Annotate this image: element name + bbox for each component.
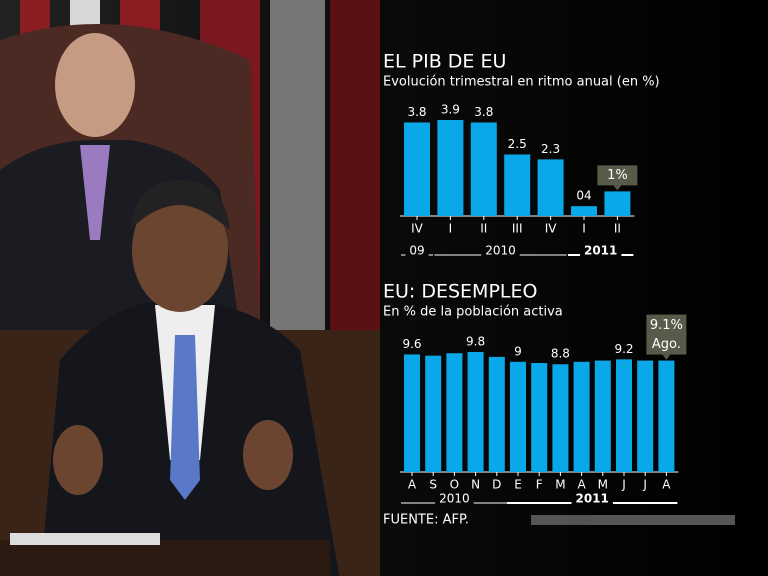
x-tick-label: D — [492, 478, 501, 492]
highlight-pointer — [613, 185, 622, 191]
bar — [488, 356, 505, 472]
x-tick-label: M — [598, 478, 608, 492]
footer-bar — [531, 515, 735, 525]
bar — [404, 354, 420, 472]
bar — [437, 120, 464, 216]
value-label: 3.8 — [474, 105, 493, 119]
bar — [504, 154, 531, 216]
bar — [616, 359, 632, 472]
value-label: 9.6 — [402, 337, 421, 351]
bar — [658, 360, 675, 472]
x-tick-label: J — [642, 478, 647, 492]
bar — [425, 355, 442, 472]
x-tick-label: II — [480, 222, 487, 236]
bar — [571, 206, 597, 216]
source: FUENTE: AFP. — [383, 513, 469, 528]
group-label: 2010 — [485, 244, 516, 258]
bar — [470, 122, 497, 216]
x-tick-label: IV — [411, 222, 424, 236]
bar — [446, 353, 463, 472]
value-label: 1% — [607, 168, 628, 183]
x-tick-label: IV — [545, 222, 558, 236]
value-label: 9.2 — [614, 342, 633, 356]
chart-title: EU: DESEMPLEO — [383, 281, 537, 303]
x-tick-label: A — [408, 478, 417, 492]
bar — [537, 159, 564, 216]
value-label: 9 — [514, 344, 522, 358]
group-label: 2011 — [584, 244, 617, 258]
x-tick-label: S — [429, 478, 437, 492]
highlight-box — [646, 314, 687, 355]
x-tick-label: A — [662, 478, 671, 492]
x-tick-label: A — [577, 478, 586, 492]
bar — [573, 361, 590, 472]
value-label: 2.5 — [508, 137, 527, 151]
chart-subtitle: Evolución trimestral en ritmo anual (en … — [383, 75, 660, 90]
value-label: 2.3 — [541, 142, 560, 156]
x-tick-label: I — [449, 222, 453, 236]
bar — [531, 363, 548, 472]
x-tick-label: J — [621, 478, 626, 492]
annotation: Ago. — [652, 337, 681, 352]
bar — [467, 352, 484, 472]
value-label: 04 — [576, 189, 591, 203]
chart-title: EL PIB DE EU — [383, 51, 506, 73]
bar — [552, 364, 569, 472]
x-tick-label: N — [471, 478, 480, 492]
bar — [510, 361, 526, 472]
group-label: 09 — [409, 244, 424, 258]
bar — [594, 360, 611, 472]
highlight-box — [597, 165, 638, 186]
value-label: 9.1% — [650, 318, 683, 333]
photo — [0, 0, 380, 576]
x-tick-label: II — [614, 222, 621, 236]
x-tick-label: M — [555, 478, 565, 492]
x-tick-label: E — [514, 478, 522, 492]
value-label: 8.8 — [551, 347, 570, 361]
bar — [637, 360, 654, 472]
x-tick-label: I — [582, 222, 586, 236]
bar — [404, 122, 430, 216]
x-tick-label: III — [512, 222, 523, 236]
x-tick-label: F — [536, 478, 543, 492]
highlight-pointer — [662, 354, 671, 360]
bar — [604, 191, 631, 216]
value-label: 3.8 — [407, 105, 426, 119]
value-label: 9.8 — [466, 335, 485, 349]
group-label: 2010 — [439, 492, 470, 506]
chart-subtitle: En % de la población activa — [383, 305, 563, 320]
x-tick-label: O — [450, 478, 459, 492]
value-label: 3.9 — [441, 103, 460, 117]
group-label: 2011 — [575, 492, 608, 506]
